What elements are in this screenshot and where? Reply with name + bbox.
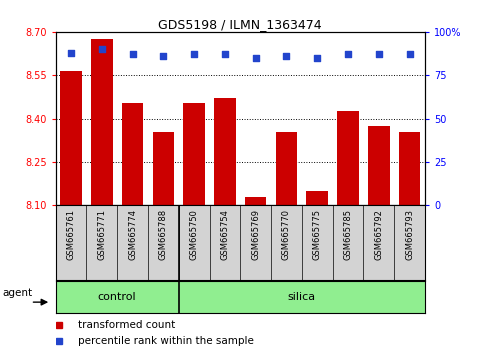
Point [67,50,75,56]
Bar [184,103,205,205]
Point [159,53,167,59]
Text: GSM665771: GSM665771 [97,209,106,260]
Point [313,55,321,61]
Text: GSM665769: GSM665769 [251,209,260,260]
Point [128,52,136,57]
Text: control: control [98,292,136,302]
Bar [399,132,420,205]
Point [406,52,413,57]
Bar [245,196,267,205]
Bar [60,71,82,205]
Bar [368,126,390,205]
Bar [337,112,359,205]
Point [283,53,290,59]
Bar [153,132,174,205]
Point [190,52,198,57]
Text: percentile rank within the sample: percentile rank within the sample [78,336,254,346]
Text: GSM665775: GSM665775 [313,209,322,260]
Bar [276,132,297,205]
Point [375,52,383,57]
Text: silica: silica [288,292,316,302]
Text: GSM665785: GSM665785 [343,209,353,260]
Bar [214,98,236,205]
Text: GSM665761: GSM665761 [67,209,75,260]
Text: GSM665793: GSM665793 [405,209,414,260]
Point [221,52,229,57]
Text: GSM665754: GSM665754 [220,209,229,260]
Title: GDS5198 / ILMN_1363474: GDS5198 / ILMN_1363474 [158,18,322,31]
Point [344,52,352,57]
Text: GSM665792: GSM665792 [374,209,384,260]
Text: GSM665788: GSM665788 [159,209,168,260]
Bar [91,39,113,205]
Text: GSM665774: GSM665774 [128,209,137,260]
Bar [307,191,328,205]
Text: GSM665770: GSM665770 [282,209,291,260]
Point [252,55,259,61]
Bar [122,103,143,205]
Text: transformed count: transformed count [78,320,175,330]
Text: agent: agent [3,287,33,298]
Text: GSM665750: GSM665750 [190,209,199,260]
Point [98,46,106,52]
